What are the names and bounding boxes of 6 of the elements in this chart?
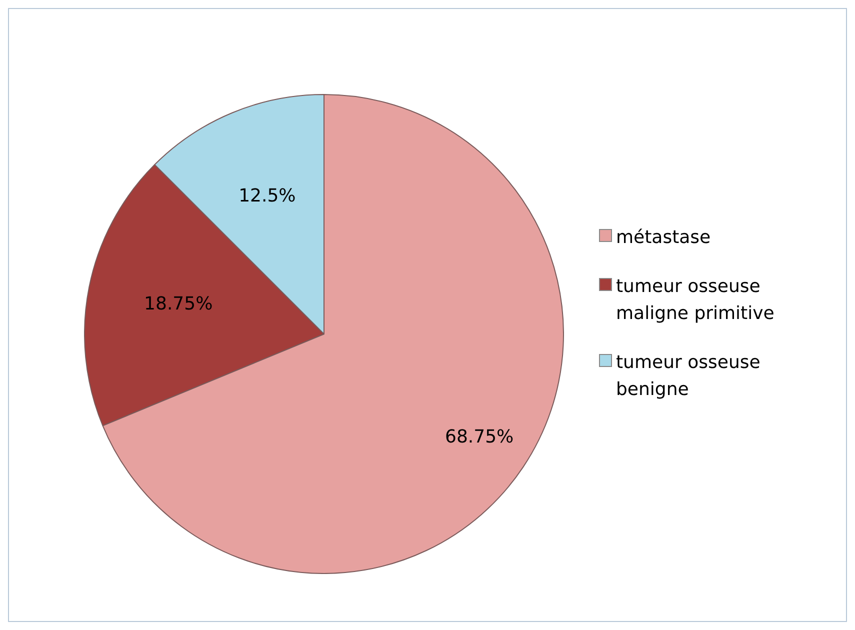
legend-label: tumeur osseuse maligne primitive [616,275,776,326]
data-label: 12.5% [238,185,296,206]
legend-label: métastase [616,226,712,250]
data-label: 68.75% [445,426,514,448]
data-label: 18.75% [144,294,213,315]
legend-label: tumeur osseuse benigne [616,351,762,402]
